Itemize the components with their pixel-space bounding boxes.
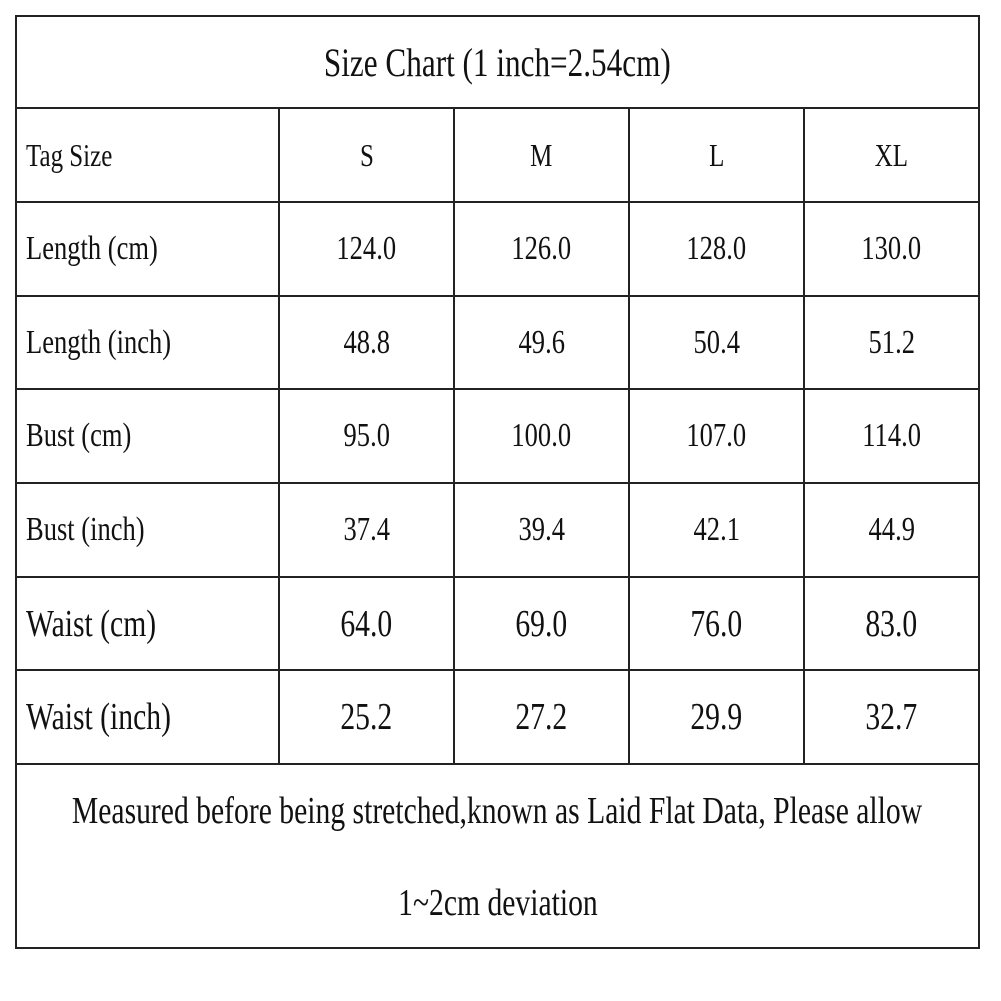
col-line — [278, 108, 280, 764]
note-line-text: Measured before being stretched,known as… — [72, 790, 923, 832]
col-line — [803, 108, 805, 764]
cell-value: 114.0 — [804, 389, 979, 483]
cell-value: 83.0 — [804, 577, 979, 670]
row-label: Waist (inch) — [16, 670, 279, 764]
row-line — [15, 763, 980, 765]
row-line — [15, 947, 980, 949]
cell-value-text: 126.0 — [511, 230, 572, 267]
row-label-text: Waist (inch) — [26, 696, 171, 738]
cell-value-text: 39.4 — [518, 511, 565, 548]
cell-value: 49.6 — [454, 296, 629, 389]
cell-value: 126.0 — [454, 202, 629, 296]
cell-value-text: 69.0 — [515, 602, 568, 645]
cell-value: 100.0 — [454, 389, 629, 483]
cell-value: 130.0 — [804, 202, 979, 296]
cell-value: 27.2 — [454, 670, 629, 764]
row-label-text: Waist (cm) — [26, 602, 157, 645]
cell-value-text: S — [359, 136, 374, 173]
row-line — [15, 388, 980, 390]
row-line — [15, 15, 980, 17]
cell-value-text: 29.9 — [690, 696, 743, 738]
cell-value: 32.7 — [804, 670, 979, 764]
cell-value: 76.0 — [629, 577, 804, 670]
cell-value: 44.9 — [804, 483, 979, 577]
cell-value-text: 50.4 — [693, 323, 740, 361]
row-line — [15, 107, 980, 109]
cell-value: 107.0 — [629, 389, 804, 483]
cell-value-text: 114.0 — [862, 417, 921, 454]
row-label: Length (inch) — [16, 296, 279, 389]
cell-value-text: 124.0 — [336, 230, 397, 267]
cell-value-text: 44.9 — [868, 511, 915, 548]
cell-value: 128.0 — [629, 202, 804, 296]
cell-value: 25.2 — [279, 670, 454, 764]
cell-value-text: 32.7 — [865, 696, 918, 738]
row-line — [15, 201, 980, 203]
row-label-text: Length (inch) — [26, 323, 172, 361]
cell-value-text: XL — [874, 136, 909, 173]
cell-value: M — [454, 108, 629, 202]
row-line — [15, 669, 980, 671]
cell-value: XL — [804, 108, 979, 202]
row-label-text: Bust (cm) — [26, 417, 132, 454]
cell-value: 64.0 — [279, 577, 454, 670]
cell-value: 42.1 — [629, 483, 804, 577]
cell-value-text: 51.2 — [868, 323, 915, 361]
cell-value-text: 76.0 — [690, 602, 743, 645]
cell-value-text: 25.2 — [340, 696, 393, 738]
cell-value: 51.2 — [804, 296, 979, 389]
cell-value: 124.0 — [279, 202, 454, 296]
cell-value-text: 100.0 — [511, 417, 572, 454]
row-line — [15, 295, 980, 297]
note-line-text: 1~2cm deviation — [397, 882, 598, 924]
cell-value-text: 48.8 — [343, 323, 390, 361]
row-line — [15, 482, 980, 484]
cell-value-text: 49.6 — [518, 323, 565, 361]
cell-value: 29.9 — [629, 670, 804, 764]
cell-value-text: 64.0 — [340, 602, 393, 645]
row-label: Tag Size — [16, 108, 279, 202]
title-text: Size Chart (1 inch=2.54cm) — [324, 39, 671, 85]
col-line — [628, 108, 630, 764]
row-label: Length (cm) — [16, 202, 279, 296]
note-line: Measured before being stretched,known as… — [16, 776, 979, 846]
cell-value-text: 37.4 — [343, 511, 390, 548]
col-line — [453, 108, 455, 764]
cell-value: L — [629, 108, 804, 202]
note-line: 1~2cm deviation — [16, 868, 979, 938]
cell-value: 37.4 — [279, 483, 454, 577]
cell-value: 39.4 — [454, 483, 629, 577]
cell-value-text: M — [530, 136, 553, 173]
row-label: Waist (cm) — [16, 577, 279, 670]
cell-value-text: 42.1 — [693, 511, 740, 548]
cell-value-text: 95.0 — [343, 417, 390, 454]
row-line — [15, 576, 980, 578]
cell-value-text: L — [708, 136, 725, 173]
cell-value: 48.8 — [279, 296, 454, 389]
cell-value-text: 128.0 — [686, 230, 747, 267]
cell-value: S — [279, 108, 454, 202]
cell-value-text: 107.0 — [686, 417, 747, 454]
row-label: Bust (cm) — [16, 389, 279, 483]
cell-value-text: 130.0 — [861, 230, 922, 267]
cell-value: 69.0 — [454, 577, 629, 670]
cell-value-text: 27.2 — [515, 696, 568, 738]
cell-value-text: 83.0 — [865, 602, 918, 645]
cell-value: 95.0 — [279, 389, 454, 483]
row-label-text: Tag Size — [26, 136, 113, 173]
cell-value: 50.4 — [629, 296, 804, 389]
row-label-text: Bust (inch) — [26, 511, 145, 548]
row-label-text: Length (cm) — [26, 230, 158, 267]
title: Size Chart (1 inch=2.54cm) — [16, 16, 979, 108]
row-label: Bust (inch) — [16, 483, 279, 577]
